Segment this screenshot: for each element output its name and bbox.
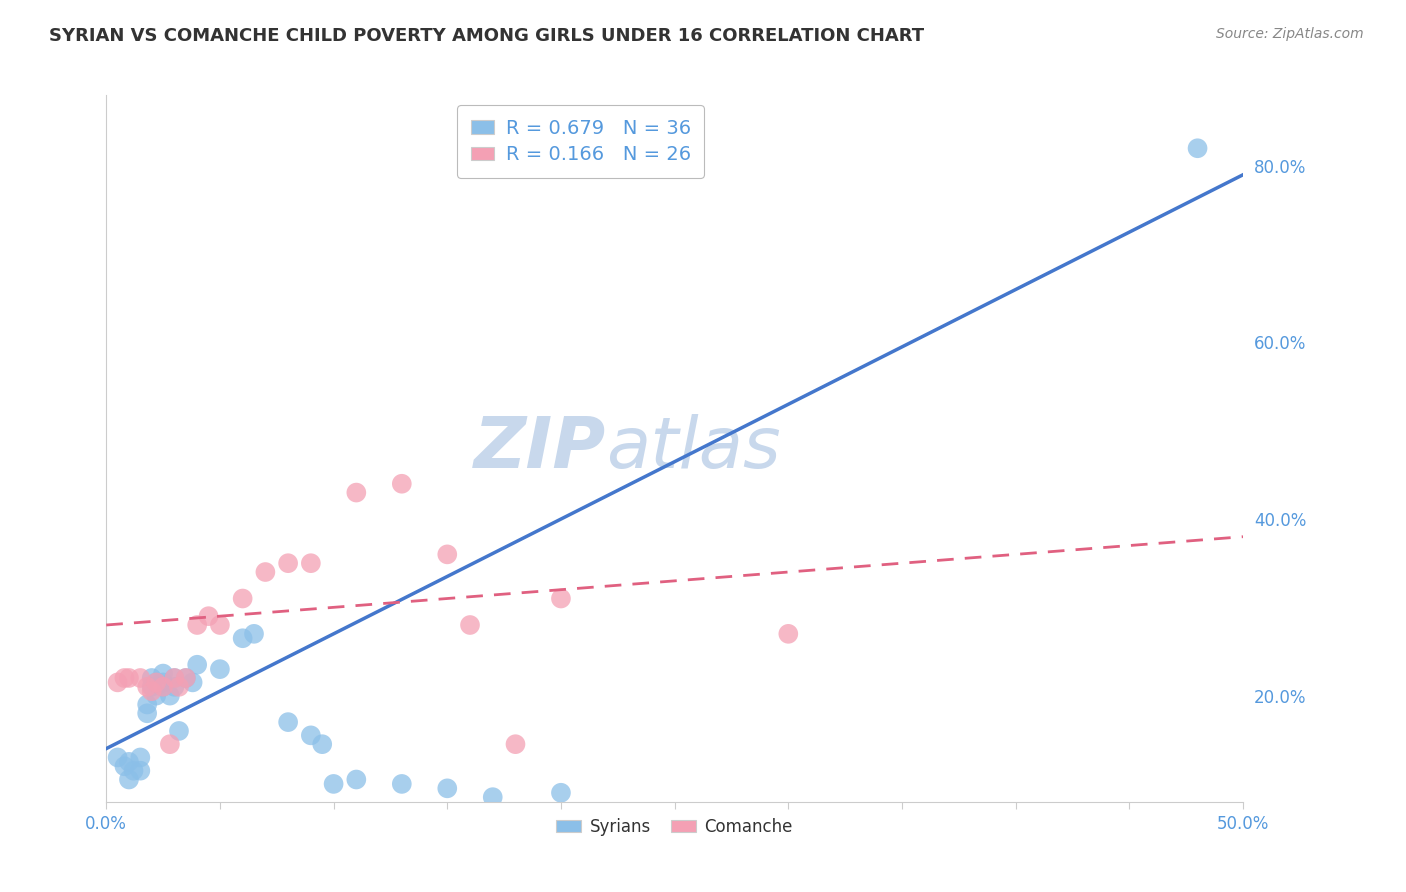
Point bbox=[152, 675, 174, 690]
Point bbox=[550, 786, 572, 800]
Point bbox=[311, 737, 333, 751]
Point bbox=[186, 618, 208, 632]
Point bbox=[436, 547, 458, 561]
Point bbox=[129, 750, 152, 764]
Point bbox=[277, 556, 299, 570]
Point bbox=[141, 680, 163, 694]
Point bbox=[136, 680, 159, 694]
Point bbox=[163, 680, 186, 694]
Point bbox=[208, 662, 231, 676]
Point bbox=[118, 755, 141, 769]
Point bbox=[197, 609, 219, 624]
Point bbox=[152, 680, 174, 694]
Point bbox=[136, 698, 159, 712]
Point bbox=[141, 684, 163, 698]
Point bbox=[391, 777, 413, 791]
Point bbox=[112, 671, 135, 685]
Point bbox=[129, 764, 152, 778]
Text: Source: ZipAtlas.com: Source: ZipAtlas.com bbox=[1216, 27, 1364, 41]
Point bbox=[505, 737, 527, 751]
Point bbox=[344, 772, 367, 787]
Point bbox=[481, 790, 503, 805]
Point bbox=[391, 476, 413, 491]
Point bbox=[145, 675, 167, 690]
Point bbox=[159, 737, 181, 751]
Point bbox=[152, 680, 174, 694]
Point bbox=[118, 772, 141, 787]
Point bbox=[1187, 141, 1209, 155]
Point bbox=[344, 485, 367, 500]
Point bbox=[254, 565, 277, 579]
Point bbox=[107, 675, 129, 690]
Point bbox=[141, 671, 163, 685]
Point bbox=[778, 627, 800, 641]
Point bbox=[145, 689, 167, 703]
Point bbox=[322, 777, 344, 791]
Point bbox=[167, 680, 190, 694]
Point bbox=[436, 781, 458, 796]
Point bbox=[181, 675, 204, 690]
Point bbox=[232, 632, 254, 646]
Point bbox=[208, 618, 231, 632]
Point bbox=[145, 675, 167, 690]
Point bbox=[243, 627, 266, 641]
Text: SYRIAN VS COMANCHE CHILD POVERTY AMONG GIRLS UNDER 16 CORRELATION CHART: SYRIAN VS COMANCHE CHILD POVERTY AMONG G… bbox=[49, 27, 924, 45]
Point bbox=[152, 666, 174, 681]
Point bbox=[136, 706, 159, 721]
Point bbox=[163, 671, 186, 685]
Point bbox=[163, 671, 186, 685]
Point bbox=[174, 671, 197, 685]
Point bbox=[129, 671, 152, 685]
Point bbox=[299, 556, 322, 570]
Text: atlas: atlas bbox=[606, 414, 782, 483]
Point bbox=[277, 715, 299, 730]
Point bbox=[299, 728, 322, 742]
Text: ZIP: ZIP bbox=[474, 414, 606, 483]
Point bbox=[112, 759, 135, 773]
Point bbox=[107, 750, 129, 764]
Point bbox=[118, 671, 141, 685]
Legend: Syrians, Comanche: Syrians, Comanche bbox=[550, 812, 800, 843]
Point bbox=[458, 618, 481, 632]
Point bbox=[232, 591, 254, 606]
Point bbox=[550, 591, 572, 606]
Point bbox=[167, 723, 190, 738]
Point bbox=[186, 657, 208, 672]
Point bbox=[159, 689, 181, 703]
Point bbox=[174, 671, 197, 685]
Point bbox=[122, 764, 145, 778]
